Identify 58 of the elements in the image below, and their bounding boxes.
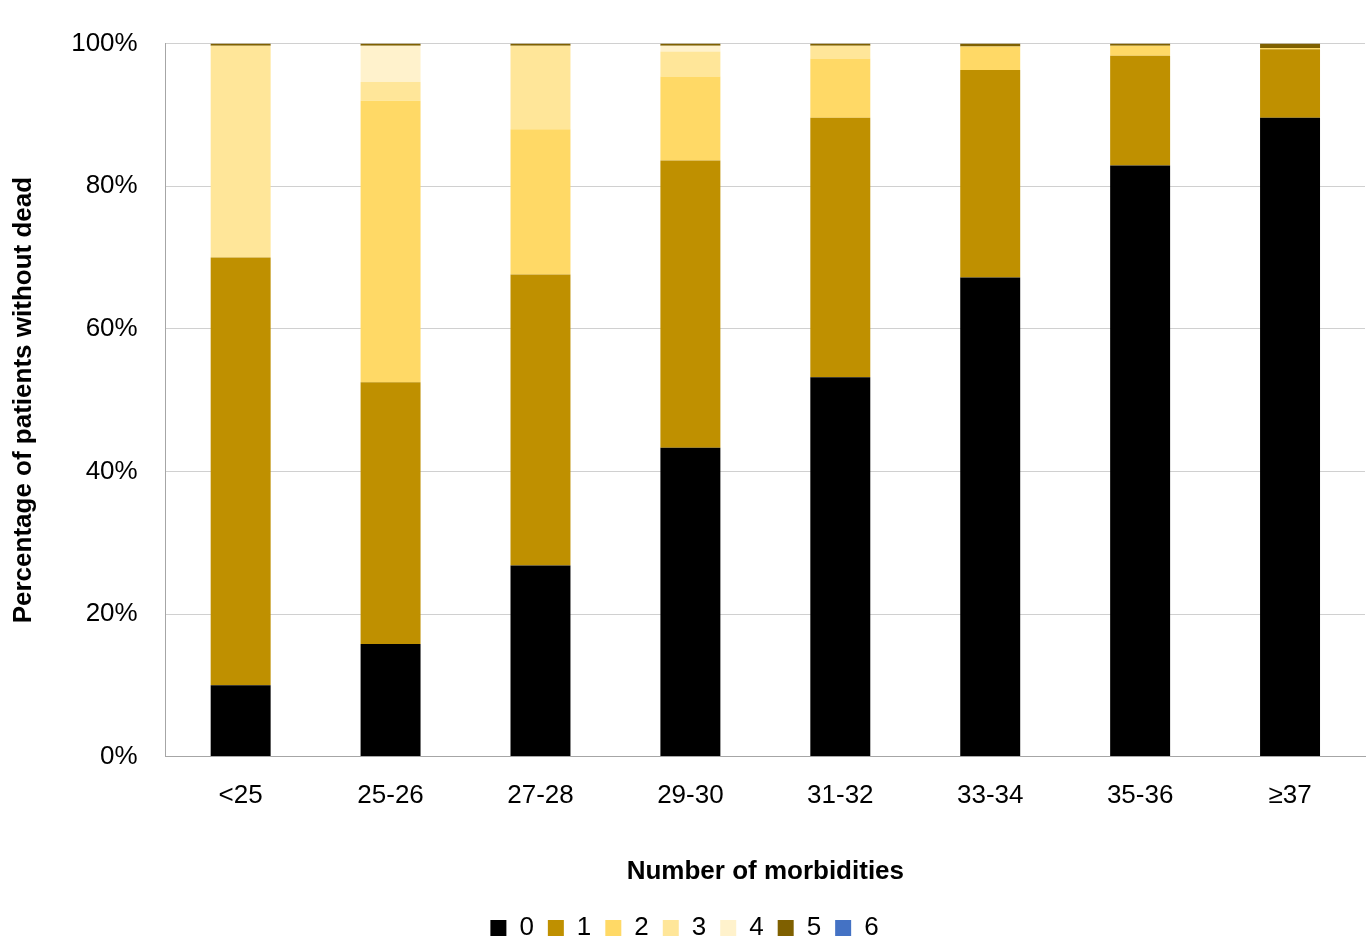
y-tick-label: 40% xyxy=(85,454,138,485)
bar xyxy=(210,685,271,757)
x-tick-label: 27-28 xyxy=(507,779,574,810)
x-tick-label: 31-32 xyxy=(807,779,874,810)
x-tick-label: ≥37 xyxy=(1268,779,1312,810)
y-tick-label: 80% xyxy=(85,169,138,200)
y-tick-label: 60% xyxy=(85,311,138,342)
bar xyxy=(360,43,421,46)
x-tick-label: 25-26 xyxy=(357,779,424,810)
bar xyxy=(810,117,871,378)
bar xyxy=(1260,43,1321,48)
y-tick-label: 100% xyxy=(71,26,138,57)
bar xyxy=(210,45,271,258)
x-axis-title: Number of morbidities xyxy=(626,854,905,885)
bar xyxy=(510,565,571,757)
bar xyxy=(810,43,871,46)
bar xyxy=(960,277,1021,757)
x-tick-label: <25 xyxy=(218,779,263,810)
bar xyxy=(960,69,1021,278)
bar xyxy=(360,100,421,383)
legend-label: 6 xyxy=(864,911,879,942)
legend-label: 1 xyxy=(576,911,592,942)
y-tick-label: 20% xyxy=(85,597,138,628)
bar xyxy=(1110,43,1171,46)
bar xyxy=(660,447,721,757)
bar xyxy=(210,43,271,46)
legend-label: 3 xyxy=(691,911,707,942)
bar xyxy=(810,45,871,59)
x-tick-label: 29-30 xyxy=(657,779,724,810)
bar xyxy=(660,43,721,46)
bar xyxy=(510,43,571,46)
bar xyxy=(960,46,1021,70)
y-axis-title: Percentage of patients without dead xyxy=(6,176,37,624)
bar xyxy=(660,160,721,448)
bar xyxy=(810,58,871,118)
bar xyxy=(1110,45,1171,56)
legend-label: 2 xyxy=(634,911,649,942)
legend-label: 4 xyxy=(749,911,764,942)
bar xyxy=(210,257,271,686)
bar xyxy=(1260,117,1321,757)
x-tick-label: 33-34 xyxy=(956,779,1024,810)
bar xyxy=(510,129,571,275)
bar xyxy=(360,643,421,757)
bar xyxy=(360,382,421,644)
bar xyxy=(660,51,721,77)
bar xyxy=(1260,49,1321,118)
legend-label: 5 xyxy=(806,911,822,942)
y-tick-label: 0% xyxy=(100,739,138,770)
bar xyxy=(510,274,571,566)
bar xyxy=(810,377,871,757)
legend-label: 0 xyxy=(519,911,534,942)
bar xyxy=(360,82,421,101)
bar xyxy=(660,76,721,161)
bar xyxy=(510,45,571,130)
bar xyxy=(1110,55,1171,166)
x-tick-label: 35-36 xyxy=(1106,779,1174,810)
bar xyxy=(1110,165,1171,757)
bar xyxy=(360,45,421,83)
